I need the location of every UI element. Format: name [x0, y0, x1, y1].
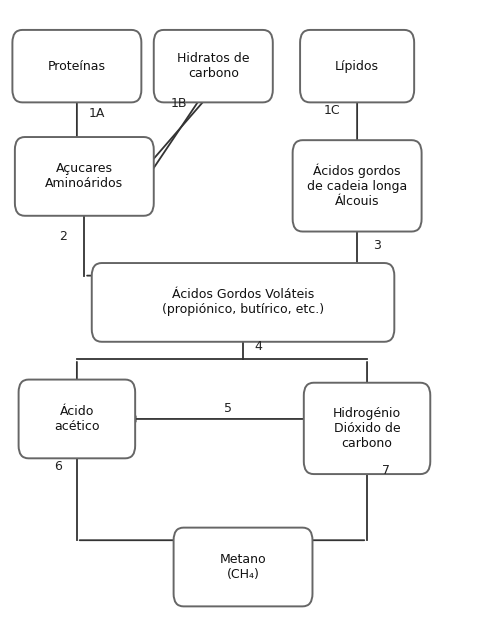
- Text: Hidratos de
carbono: Hidratos de carbono: [177, 52, 249, 80]
- Text: 1C: 1C: [324, 104, 341, 117]
- FancyBboxPatch shape: [300, 30, 414, 102]
- Text: 2: 2: [60, 230, 67, 243]
- Text: Açucares
Aminoáridos: Açucares Aminoáridos: [45, 163, 124, 190]
- Text: 3: 3: [373, 239, 381, 252]
- Text: Ácidos gordos
de cadeia longa
Álcouis: Ácidos gordos de cadeia longa Álcouis: [307, 164, 407, 208]
- Text: Lípidos: Lípidos: [335, 60, 379, 72]
- Text: Ácidos Gordos Voláteis
(propiónico, butírico, etc.): Ácidos Gordos Voláteis (propiónico, butí…: [162, 289, 324, 316]
- FancyBboxPatch shape: [154, 30, 273, 102]
- FancyBboxPatch shape: [12, 30, 141, 102]
- Text: Proteínas: Proteínas: [48, 60, 106, 72]
- FancyBboxPatch shape: [18, 379, 135, 459]
- Text: 5: 5: [224, 402, 232, 415]
- Text: 1B: 1B: [170, 98, 187, 110]
- Text: Metano
(CH₄): Metano (CH₄): [220, 553, 266, 581]
- Text: 4: 4: [254, 340, 262, 353]
- Text: Hidrogénio
Dióxido de
carbono: Hidrogénio Dióxido de carbono: [333, 407, 401, 450]
- FancyBboxPatch shape: [174, 528, 312, 606]
- FancyBboxPatch shape: [92, 263, 394, 341]
- Text: 7: 7: [382, 464, 390, 477]
- FancyBboxPatch shape: [304, 382, 430, 474]
- FancyBboxPatch shape: [15, 137, 154, 215]
- Text: 6: 6: [55, 460, 62, 472]
- FancyBboxPatch shape: [293, 140, 422, 232]
- Text: 1A: 1A: [88, 107, 105, 120]
- Text: Ácido
acético: Ácido acético: [54, 405, 100, 433]
